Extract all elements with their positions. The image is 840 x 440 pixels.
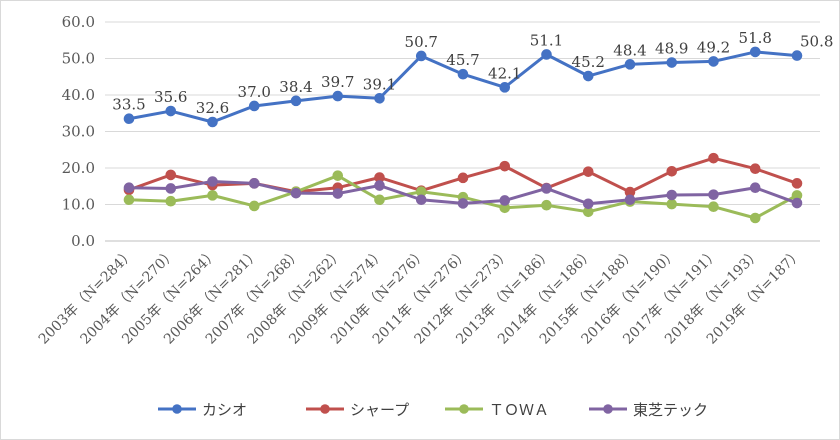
- data-point: [582, 70, 594, 82]
- data-point: [457, 68, 469, 80]
- data-point: [749, 163, 761, 175]
- data-point: [749, 46, 761, 58]
- legend-label: シャープ: [350, 401, 409, 419]
- data-point: [374, 180, 385, 191]
- data-point: [791, 178, 803, 189]
- y-tick-label: 30.0: [62, 123, 95, 141]
- data-point: [374, 92, 385, 104]
- x-axis: 2003年（N=284）2004年（N=270）2005年（N=264）2006…: [36, 246, 806, 348]
- data-point: [248, 178, 260, 189]
- series-markers: [123, 46, 803, 224]
- data-point: [415, 194, 427, 206]
- data-point: [624, 194, 636, 206]
- data-label: 39.7: [321, 73, 354, 91]
- legend-marker: [459, 404, 469, 414]
- data-label: 48.9: [655, 40, 688, 58]
- data-label: 42.1: [488, 64, 521, 82]
- data-point: [207, 190, 218, 201]
- data-point: [248, 100, 260, 112]
- data-point: [165, 105, 177, 117]
- data-label: 45.7: [446, 51, 479, 69]
- data-point: [666, 198, 678, 210]
- data-point: [624, 59, 636, 70]
- legend-marker: [603, 404, 613, 414]
- legend-marker: [172, 404, 182, 414]
- data-point: [457, 198, 469, 209]
- data-point: [541, 199, 552, 211]
- data-point: [749, 212, 761, 224]
- y-tick-label: 20.0: [62, 159, 95, 177]
- data-point: [332, 90, 344, 102]
- data-point: [165, 169, 177, 181]
- data-label: 39.1: [363, 75, 396, 93]
- data-point: [499, 160, 511, 172]
- data-point: [499, 195, 511, 206]
- data-point: [791, 197, 803, 209]
- legend-marker: [320, 404, 330, 414]
- data-point: [332, 188, 344, 199]
- data-labels: 33.5 35.6 32.6 37.0 38.4 39.7 39.1 50.7 45.7 42.1…: [112, 29, 833, 117]
- data-label: 49.2: [697, 38, 730, 56]
- data-point: [165, 183, 177, 194]
- data-point: [374, 194, 385, 206]
- data-point: [207, 176, 218, 187]
- data-point: [123, 182, 135, 194]
- data-label: 33.5: [112, 96, 145, 114]
- y-axis: 0.0 10.0 20.0 30.0 40.0 50.0 60.0: [62, 13, 95, 250]
- data-point: [708, 201, 719, 212]
- data-point: [541, 49, 552, 60]
- data-label: 32.6: [196, 99, 229, 117]
- data-point: [123, 113, 135, 125]
- data-label: 48.4: [613, 41, 646, 59]
- data-point: [165, 195, 177, 207]
- data-point: [708, 152, 719, 164]
- data-point: [666, 57, 678, 68]
- data-point: [541, 183, 552, 194]
- data-point: [248, 200, 260, 212]
- data-point: [666, 165, 678, 177]
- data-point: [708, 189, 719, 200]
- data-point: [332, 170, 344, 181]
- data-point: [123, 194, 135, 206]
- data-label: 51.8: [739, 29, 772, 47]
- data-point: [457, 172, 469, 184]
- y-tick-label: 60.0: [62, 13, 95, 31]
- data-label: 45.2: [572, 53, 605, 71]
- data-point: [666, 189, 678, 201]
- data-point: [207, 116, 218, 128]
- data-point: [290, 95, 302, 107]
- data-point: [791, 50, 803, 61]
- data-label: 35.6: [154, 88, 187, 106]
- legend-label: カシオ: [202, 401, 247, 419]
- legend: カシオ シャープ ＴＯＷＡ 東芝テック: [158, 401, 708, 419]
- y-tick-label: 10.0: [62, 196, 95, 214]
- data-label: 51.1: [530, 31, 563, 49]
- y-tick-label: 0.0: [71, 232, 95, 250]
- data-label: 37.0: [238, 83, 271, 101]
- data-point: [749, 182, 761, 194]
- data-label: 50.8: [800, 33, 833, 51]
- data-point: [582, 166, 594, 177]
- legend-label: 東芝テック: [633, 401, 708, 419]
- data-point: [290, 187, 302, 199]
- y-tick-label: 50.0: [62, 50, 95, 68]
- data-point: [708, 56, 719, 67]
- data-label: 38.4: [279, 78, 312, 96]
- legend-label: ＴＯＷＡ: [489, 401, 549, 419]
- data-point: [499, 82, 511, 93]
- data-point: [582, 198, 594, 210]
- data-label: 50.7: [405, 33, 438, 51]
- y-tick-label: 40.0: [62, 86, 95, 104]
- data-point: [415, 50, 427, 62]
